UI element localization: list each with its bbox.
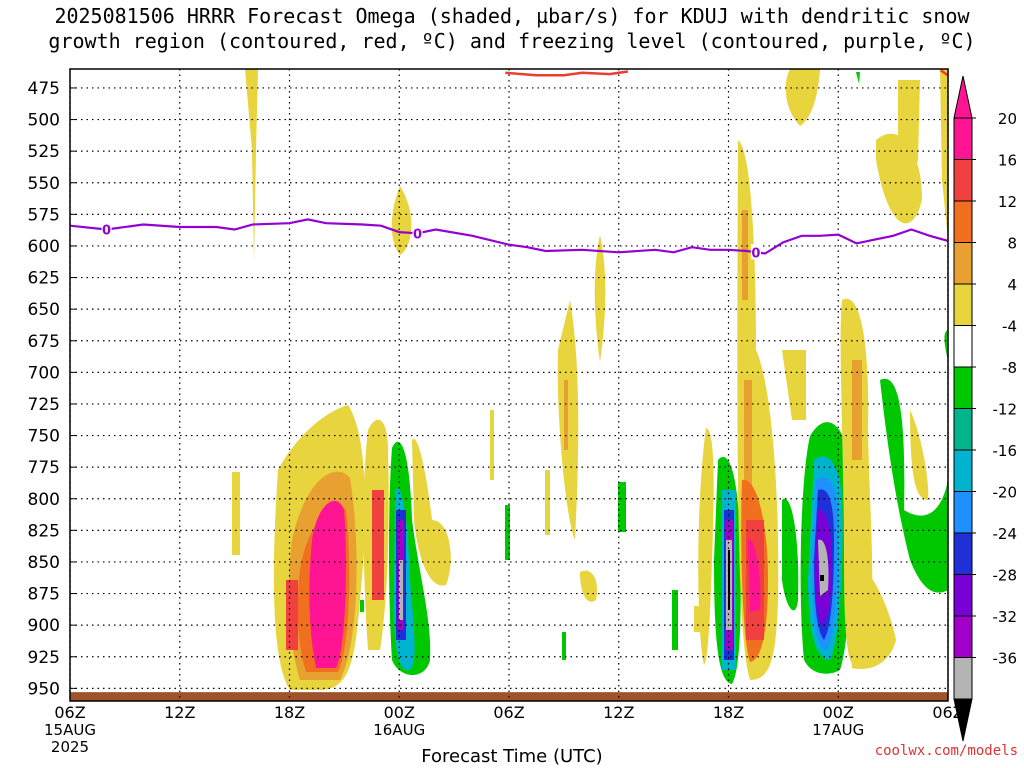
colorbar-bin: [953, 159, 973, 202]
dgz-contour: [939, 69, 948, 77]
y-tick-label: 650: [28, 300, 60, 320]
title-line-2: growth region (contoured, red, ºC) and f…: [48, 29, 976, 53]
y-tick-label: 475: [28, 79, 60, 99]
y-tick-label: 575: [28, 205, 60, 225]
colorbar-label: -24: [993, 525, 1018, 543]
freezing-level-label: 0: [751, 246, 760, 261]
y-tick-label: 800: [28, 490, 60, 510]
colorbar-label: -16: [993, 442, 1018, 460]
x-tick-label: 12Z: [603, 703, 634, 722]
colorbar-bin: [953, 574, 973, 617]
freezing-level-label-bg: [101, 221, 112, 237]
colorbar-bottom-arrow: [953, 698, 973, 742]
y-tick-label: 500: [28, 111, 60, 131]
title-line-1: 2025081506 HRRR Forecast Omega (shaded, …: [54, 4, 970, 28]
colorbar-label: 8: [1007, 235, 1017, 253]
colorbar-label: 20: [998, 110, 1017, 128]
freezing-level-contour: [70, 218, 948, 255]
y-tick-label: 900: [28, 616, 60, 636]
freezing-level-label: 0: [413, 227, 422, 242]
x-date-label: 17AUG: [812, 721, 864, 739]
omega-shading: [232, 69, 948, 690]
y-tick-label: 525: [28, 142, 60, 162]
contour-lines: 0 0 0: [70, 69, 948, 261]
colorbar-bin: [953, 242, 973, 285]
y-tick-label: 700: [28, 363, 60, 383]
colorbar-bin: [953, 325, 973, 368]
colorbar: 20 16 12 8 4 -4 -8 -12 -16 -20 -24 -28 -32 -36: [953, 75, 1018, 742]
y-tick-label: 950: [28, 679, 60, 699]
colorbar-bin: [953, 366, 973, 409]
y-tick-label: 775: [28, 458, 60, 478]
colorbar-label: -8: [1002, 359, 1017, 377]
x-year-label: 2025: [51, 738, 89, 756]
axes: 475 500 525 550 575 600 625 650 675 700 725 750 775 8…: [28, 68, 964, 756]
plot-frame: [69, 68, 949, 702]
freezing-level-label-bg: [412, 225, 423, 241]
y-tick-label: 750: [28, 427, 60, 447]
x-tick-label: 06Z: [493, 703, 524, 722]
y-tick-label: 675: [28, 332, 60, 352]
y-tick-label: 725: [28, 395, 60, 415]
colorbar-label: -20: [993, 484, 1018, 502]
colorbar-bin: [953, 200, 973, 243]
x-tick-label: 12Z: [164, 703, 195, 722]
colorbar-bin: [953, 491, 973, 534]
colorbar-bin: [953, 283, 973, 326]
colorbar-bin: [953, 615, 973, 658]
chart-title: 2025081506 HRRR Forecast Omega (shaded, …: [0, 4, 1024, 54]
colorbar-bin: [953, 408, 973, 451]
site-credit[interactable]: coolwx.com/models: [874, 743, 1018, 759]
x-tick-label: 06Z: [54, 703, 85, 722]
colorbar-bin: [953, 657, 973, 700]
colorbar-label: -4: [1002, 318, 1017, 336]
freezing-level-label-bg: [750, 244, 761, 260]
colorbar-bin: [953, 532, 973, 575]
colorbar-label: 16: [998, 152, 1017, 170]
x-axis-title: Forecast Time (UTC): [421, 746, 603, 767]
y-tick-label: 550: [28, 174, 60, 194]
colorbar-bin: [953, 449, 973, 492]
colorbar-label: -28: [993, 567, 1018, 585]
grid-lines: [69, 69, 949, 701]
y-tick-label: 850: [28, 553, 60, 573]
colorbar-label: 12: [998, 193, 1017, 211]
y-tick-label: 625: [28, 269, 60, 289]
colorbar-label: -36: [993, 650, 1018, 668]
y-tick-label: 925: [28, 648, 60, 668]
y-tick-label: 875: [28, 585, 60, 605]
freezing-level-label: 0: [102, 224, 111, 239]
x-tick-label: 18Z: [274, 703, 305, 722]
colorbar-bin: [953, 117, 973, 160]
colorbar-label: 4: [1007, 276, 1017, 294]
dgz-contour: [505, 70, 629, 77]
colorbar-top-arrow: [953, 75, 973, 119]
colorbar-label: -32: [993, 608, 1018, 626]
x-tick-label: 18Z: [713, 703, 744, 722]
colorbar-label: -12: [993, 401, 1018, 419]
y-tick-label: 825: [28, 521, 60, 541]
x-date-label: 16AUG: [373, 721, 425, 739]
x-tick-label: 00Z: [823, 703, 854, 722]
x-date-label: 15AUG: [44, 721, 96, 739]
x-tick-label: 00Z: [384, 703, 415, 722]
y-tick-label: 600: [28, 237, 60, 257]
